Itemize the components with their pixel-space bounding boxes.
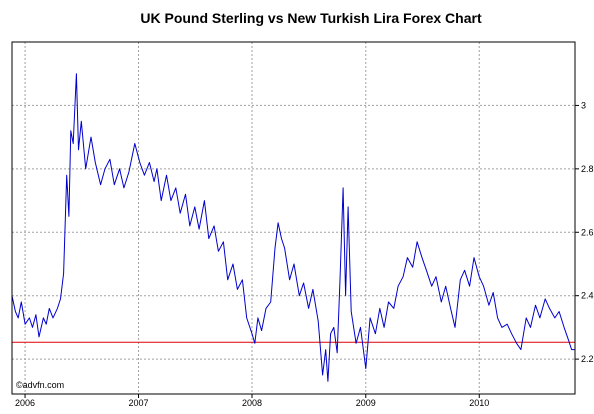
plot-frame xyxy=(11,41,576,395)
y-tick-label: 2.4 xyxy=(581,291,594,301)
y-tick-label: 2.8 xyxy=(581,164,594,174)
x-tick-label: 2007 xyxy=(129,398,149,408)
x-axis-ticks: 2006 2007 2008 2009 2010 xyxy=(15,394,489,408)
watermark: ©advfn.com xyxy=(16,380,64,390)
y-tick-label: 2.2 xyxy=(581,354,594,364)
y-tick-label: 2.6 xyxy=(581,227,594,237)
x-tick-label: 2008 xyxy=(242,398,262,408)
y-tick-label: 3 xyxy=(581,100,586,110)
grid xyxy=(12,42,575,394)
y-axis-ticks: 2.2 2.4 2.6 2.8 3 xyxy=(575,100,594,364)
series-line xyxy=(11,73,575,382)
x-tick-label: 2010 xyxy=(469,398,489,408)
series-group xyxy=(11,73,575,382)
chart-title: UK Pound Sterling vs New Turkish Lira Fo… xyxy=(140,10,482,26)
x-tick-label: 2006 xyxy=(15,398,35,408)
x-tick-label: 2009 xyxy=(356,398,376,408)
